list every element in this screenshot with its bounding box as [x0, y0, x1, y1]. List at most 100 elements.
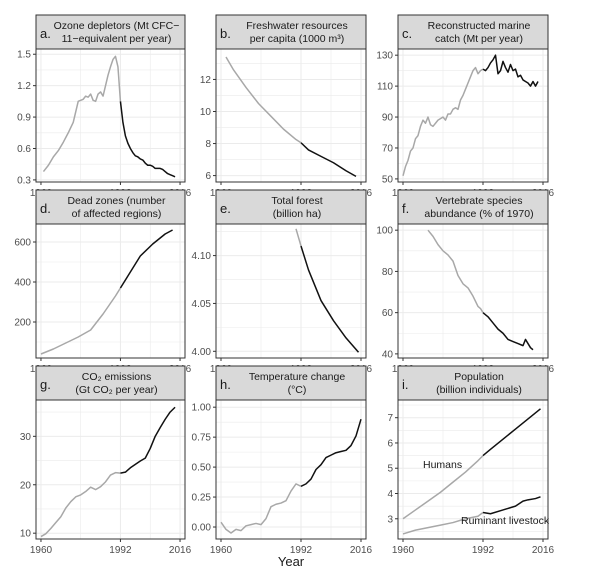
y-tick-label: 0.9 — [17, 113, 31, 124]
series-line-before-1992 — [225, 56, 302, 144]
panel-letter: h. — [220, 377, 231, 392]
series-line-before-1992 — [40, 471, 121, 538]
y-tick-label: 200 — [14, 318, 31, 329]
series-line-before-1992 — [220, 483, 302, 534]
y-tick-label: 80 — [382, 267, 394, 278]
panel-strip — [397, 365, 549, 401]
plot-area — [398, 224, 548, 358]
y-tick-label: 0.6 — [17, 144, 31, 155]
x-tick-label: 1960 — [30, 545, 53, 556]
series-line-after-1992 — [482, 496, 541, 515]
series-line-after-1992 — [482, 54, 539, 87]
series-line-before-1992 — [427, 229, 484, 314]
y-tick-label: 400 — [14, 278, 31, 289]
panel-border — [215, 48, 367, 183]
y-tick-label: 10 — [200, 107, 212, 118]
y-tick-label: 90 — [382, 113, 394, 124]
series-line-after-1992 — [482, 408, 541, 457]
panel-title-line: (billion ha) — [273, 208, 321, 220]
panel-strip — [35, 365, 186, 401]
panel-title-line: CO₂ emissions — [82, 371, 151, 383]
panel-letter: g. — [40, 377, 51, 392]
y-tick-label: 1.00 — [192, 403, 212, 414]
panel-title-line: of affected regions) — [72, 208, 162, 220]
y-tick-label: 600 — [14, 238, 31, 249]
x-tick-label: 2016 — [532, 545, 555, 556]
x-tick-label: 2016 — [169, 545, 192, 556]
y-tick-label: 5 — [387, 464, 393, 475]
y-tick-label: 20 — [20, 480, 32, 491]
panel-title-line: (°C) — [288, 384, 307, 396]
y-tick-label: 4.10 — [192, 251, 212, 262]
panel-border — [397, 48, 549, 183]
panel-letter: b. — [220, 26, 231, 41]
panel-i: i. Population(billion individuals) 3 4 5 6 7 19… — [387, 365, 555, 556]
x-tick-label: 2016 — [350, 545, 373, 556]
panel-strip — [215, 365, 367, 401]
y-tick-label: 60 — [382, 308, 394, 319]
panel-title-line: Reconstructed marine — [428, 20, 531, 32]
x-tick-label: 1992 — [109, 545, 132, 556]
plot-area — [398, 49, 548, 182]
y-tick-label: 130 — [376, 51, 393, 62]
series-line-before-1992 — [402, 455, 484, 520]
x-tick-label: 1960 — [210, 545, 233, 556]
panel-border — [397, 223, 549, 359]
series-line-before-1992 — [295, 228, 302, 247]
y-tick-label: 4.00 — [192, 347, 212, 358]
y-tick-label: 6 — [387, 438, 393, 449]
plot-area — [216, 400, 366, 539]
panel-a: a. Ozone depletors (Mt CFC−11−equivalent … — [17, 14, 192, 199]
y-tick-label: 8 — [205, 139, 211, 150]
panel-letter: e. — [220, 201, 231, 216]
series-line-after-1992 — [482, 312, 534, 351]
panel-border — [35, 399, 186, 540]
y-tick-label: 0.50 — [192, 463, 212, 474]
panel-g: g. CO₂ emissions(Gt CO₂ per year) 10 20 30 19… — [20, 365, 192, 556]
y-tick-label: 0.00 — [192, 523, 212, 534]
plot-area — [216, 49, 366, 182]
x-tick-label: 1960 — [392, 545, 415, 556]
y-tick-label: 100 — [376, 226, 393, 237]
y-tick-label: 40 — [382, 349, 394, 360]
y-tick-label: 70 — [382, 143, 394, 154]
panel-strip — [35, 189, 186, 225]
y-tick-label: 50 — [382, 174, 394, 185]
series-line-before-1992 — [402, 66, 484, 177]
y-tick-label: 4.05 — [192, 299, 212, 310]
x-tick-label: 1992 — [472, 545, 495, 556]
panel-title-line: Population — [454, 371, 504, 383]
x-axis-title: Year — [278, 554, 305, 569]
series-line-before-1992 — [40, 287, 122, 355]
panel-title-line: Dead zones (number — [67, 195, 166, 207]
panel-title-line: abundance (% of 1970) — [424, 208, 533, 220]
y-tick-label: 1.2 — [17, 81, 31, 92]
plot-area — [36, 49, 185, 182]
x-tick-label: 1992 — [290, 545, 313, 556]
y-tick-label: 30 — [20, 432, 32, 443]
panel-strip — [397, 14, 549, 50]
y-tick-label: 4 — [387, 489, 393, 500]
y-tick-label: 1.5 — [17, 50, 31, 61]
panel-strip — [215, 189, 367, 225]
y-tick-label: 6 — [205, 171, 211, 182]
panel-title-line: Freshwater resources — [246, 20, 348, 32]
series-annotation: Humans — [423, 459, 462, 471]
panel-border — [397, 399, 549, 540]
panel-border — [215, 223, 367, 359]
panel-letter: f. — [402, 201, 409, 216]
panel-title-line: 11−equivalent per year) — [62, 33, 172, 45]
y-tick-label: 0.75 — [192, 433, 212, 444]
panel-border — [35, 48, 186, 183]
panel-e: e.Total forest(billion ha)4.004.054.1019… — [192, 189, 373, 375]
y-tick-label: 3 — [387, 514, 393, 525]
y-tick-label: 10 — [20, 529, 32, 540]
y-tick-label: 12 — [200, 75, 212, 86]
y-tick-label: 7 — [387, 413, 393, 424]
panel-strip — [35, 14, 186, 50]
panel-title-line: Temperature change — [249, 371, 345, 383]
series-line-after-1992 — [300, 418, 362, 487]
